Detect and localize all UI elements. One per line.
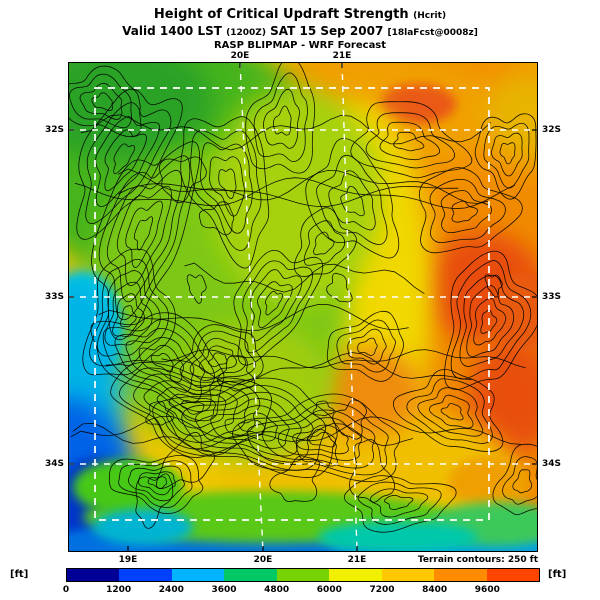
axis-label: 33S <box>542 292 562 302</box>
valid-zulu: (1200Z) <box>226 28 266 38</box>
colorbar-segment-0 <box>67 569 120 581</box>
colorbar-tick-label: 0 <box>62 585 70 595</box>
axis-label: 20E <box>230 51 250 61</box>
axis-label: 32S <box>44 125 64 135</box>
colorbar-tick-label: 9600 <box>474 585 500 595</box>
colorbar-unit-right: [ft] <box>548 569 567 580</box>
colorbar-segment-6 <box>381 569 435 581</box>
colorbar-segment-4 <box>276 569 330 581</box>
colorbar-segment-2 <box>171 569 225 581</box>
axis-label: 21E <box>332 51 352 61</box>
colorbar-tick-label: 1200 <box>106 585 132 595</box>
map-canvas <box>68 61 538 553</box>
colorbar-segment-1 <box>119 569 172 581</box>
axis-label: 34S <box>44 459 64 469</box>
axis-label: 21E <box>347 555 367 565</box>
colorbar-tick-label: 3600 <box>211 585 237 595</box>
colorbar-segment-3 <box>224 569 277 581</box>
axis-label: 33S <box>44 292 64 302</box>
valid-time-line: Valid 1400 LST (1200Z) SAT 15 Sep 2007 [… <box>0 24 600 38</box>
axis-label: 20E <box>253 555 273 565</box>
title-parameter: (Hcrit) <box>413 11 447 21</box>
axis-label: 32S <box>542 125 562 135</box>
valid-date: SAT 15 Sep 2007 <box>270 24 384 38</box>
colorbar-tick-label: 6000 <box>316 585 342 595</box>
title-text: Height of Critical Updraft Strength <box>153 7 409 22</box>
valid-tag: [18laFcst@0008z] <box>387 28 478 38</box>
axis-label: 34S <box>542 459 562 469</box>
colorbar-tick-label: 7200 <box>369 585 395 595</box>
colorbar-tick-label: 2400 <box>158 585 184 595</box>
page-title: Height of Critical Updraft Strength (Hcr… <box>0 7 600 22</box>
valid-prefix: Valid 1400 LST <box>122 24 222 38</box>
colorbar-unit-left: [ft] <box>10 569 29 580</box>
forecast-map <box>68 61 538 553</box>
colorbar-segment-5 <box>329 569 382 581</box>
colorbar-segment-7 <box>434 569 487 581</box>
terrain-contour-lines <box>68 62 538 533</box>
model-line: RASP BLIPMAP - WRF Forecast <box>213 40 387 51</box>
map-border <box>68 62 538 552</box>
colorbar-tick-label: 8400 <box>422 585 448 595</box>
colorbar-tick-label: 4800 <box>264 585 290 595</box>
colorbar <box>66 568 540 582</box>
terrain-note: Terrain contours: 250 ft <box>417 555 538 565</box>
colorbar-segment-8 <box>486 569 539 581</box>
graticule <box>68 61 538 553</box>
axis-label: 19E <box>118 555 138 565</box>
